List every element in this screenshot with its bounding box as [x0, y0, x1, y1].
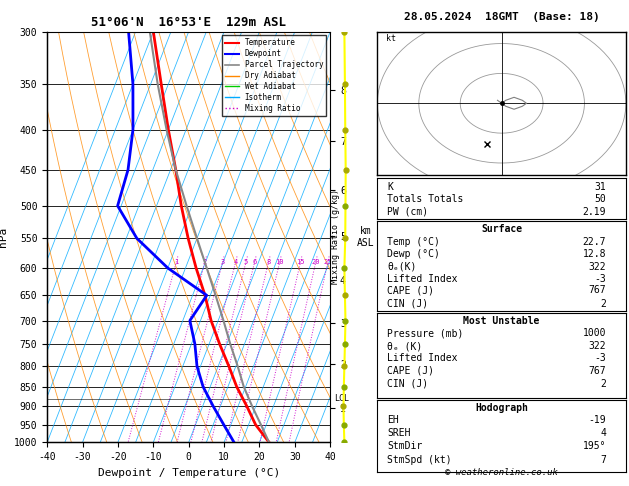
Text: Most Unstable: Most Unstable — [464, 315, 540, 326]
Legend: Temperature, Dewpoint, Parcel Trajectory, Dry Adiabat, Wet Adiabat, Isotherm, Mi: Temperature, Dewpoint, Parcel Trajectory… — [222, 35, 326, 116]
Text: 7: 7 — [600, 455, 606, 466]
Text: 15: 15 — [296, 260, 304, 265]
Text: 2: 2 — [203, 260, 207, 265]
Text: PW (cm): PW (cm) — [387, 207, 428, 217]
Text: 1: 1 — [174, 260, 179, 265]
Text: CAPE (J): CAPE (J) — [387, 366, 435, 376]
Text: -3: -3 — [594, 274, 606, 284]
Title: 51°06'N  16°53'E  129m ASL: 51°06'N 16°53'E 129m ASL — [91, 16, 286, 29]
Text: StmDir: StmDir — [387, 441, 423, 451]
Text: Mixing Ratio (g/kg): Mixing Ratio (g/kg) — [331, 190, 340, 284]
Text: 28.05.2024  18GMT  (Base: 18): 28.05.2024 18GMT (Base: 18) — [404, 12, 599, 22]
Text: 1000: 1000 — [582, 329, 606, 338]
Text: 50: 50 — [594, 193, 606, 204]
Text: 12.8: 12.8 — [582, 249, 606, 260]
Text: Dewp (°C): Dewp (°C) — [387, 249, 440, 260]
Text: LCL: LCL — [335, 394, 349, 403]
Text: EH: EH — [387, 415, 399, 425]
Text: 5: 5 — [244, 260, 248, 265]
Text: 2: 2 — [600, 379, 606, 389]
Text: SREH: SREH — [387, 428, 411, 438]
Text: 322: 322 — [588, 262, 606, 272]
Text: 31: 31 — [594, 182, 606, 192]
Text: 8: 8 — [267, 260, 270, 265]
Text: 10: 10 — [276, 260, 284, 265]
Text: θₑ(K): θₑ(K) — [387, 262, 417, 272]
Text: CIN (J): CIN (J) — [387, 299, 428, 309]
Text: © weatheronline.co.uk: © weatheronline.co.uk — [445, 468, 558, 477]
Text: 195°: 195° — [582, 441, 606, 451]
Text: 20: 20 — [311, 260, 320, 265]
Text: 3: 3 — [220, 260, 225, 265]
Text: 2: 2 — [600, 299, 606, 309]
Text: Totals Totals: Totals Totals — [387, 193, 464, 204]
Text: -3: -3 — [594, 353, 606, 363]
Text: -19: -19 — [588, 415, 606, 425]
Text: θₑ (K): θₑ (K) — [387, 341, 423, 351]
X-axis label: Dewpoint / Temperature (°C): Dewpoint / Temperature (°C) — [97, 468, 280, 478]
Text: Hodograph: Hodograph — [475, 403, 528, 413]
Text: CIN (J): CIN (J) — [387, 379, 428, 389]
Text: 767: 767 — [588, 366, 606, 376]
Text: kt: kt — [386, 34, 396, 43]
Y-axis label: hPa: hPa — [0, 227, 8, 247]
Y-axis label: km
ASL: km ASL — [357, 226, 374, 248]
Text: Lifted Index: Lifted Index — [387, 274, 458, 284]
Text: StmSpd (kt): StmSpd (kt) — [387, 455, 452, 466]
Text: 322: 322 — [588, 341, 606, 351]
Text: Lifted Index: Lifted Index — [387, 353, 458, 363]
Text: 25: 25 — [323, 260, 332, 265]
Text: Temp (°C): Temp (°C) — [387, 237, 440, 247]
Text: Surface: Surface — [481, 224, 522, 234]
Text: Pressure (mb): Pressure (mb) — [387, 329, 464, 338]
Text: 2.19: 2.19 — [582, 207, 606, 217]
Text: 4: 4 — [233, 260, 238, 265]
Text: 22.7: 22.7 — [582, 237, 606, 247]
Text: 6: 6 — [252, 260, 257, 265]
Text: 4: 4 — [600, 428, 606, 438]
Text: K: K — [387, 182, 393, 192]
Text: CAPE (J): CAPE (J) — [387, 285, 435, 295]
Text: 767: 767 — [588, 285, 606, 295]
